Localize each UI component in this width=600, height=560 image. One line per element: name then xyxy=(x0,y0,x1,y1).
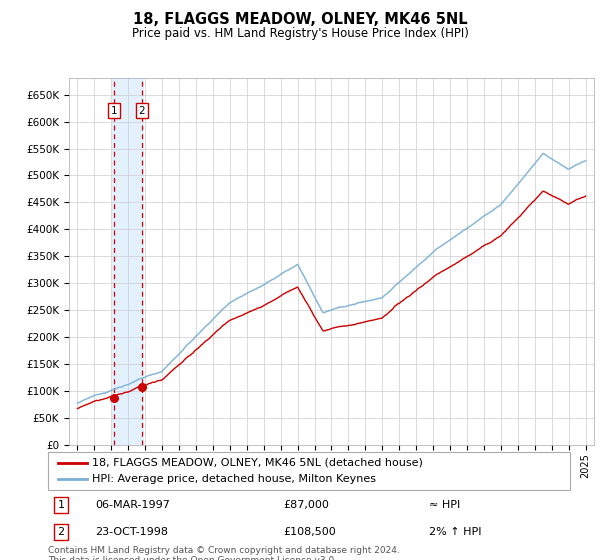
Text: 06-MAR-1997: 06-MAR-1997 xyxy=(95,500,170,510)
Text: 18, FLAGGS MEADOW, OLNEY, MK46 5NL: 18, FLAGGS MEADOW, OLNEY, MK46 5NL xyxy=(133,12,467,27)
Text: Contains HM Land Registry data © Crown copyright and database right 2024.
This d: Contains HM Land Registry data © Crown c… xyxy=(48,546,400,560)
Text: 18, FLAGGS MEADOW, OLNEY, MK46 5NL (detached house): 18, FLAGGS MEADOW, OLNEY, MK46 5NL (deta… xyxy=(92,458,423,468)
Text: 23-OCT-1998: 23-OCT-1998 xyxy=(95,527,168,536)
Text: Price paid vs. HM Land Registry's House Price Index (HPI): Price paid vs. HM Land Registry's House … xyxy=(131,27,469,40)
Text: 2% ↑ HPI: 2% ↑ HPI xyxy=(429,527,482,536)
Text: £108,500: £108,500 xyxy=(283,527,335,536)
Text: HPI: Average price, detached house, Milton Keynes: HPI: Average price, detached house, Milt… xyxy=(92,474,376,484)
FancyBboxPatch shape xyxy=(48,452,570,490)
Text: 2: 2 xyxy=(139,106,145,116)
Text: 1: 1 xyxy=(58,500,65,510)
Text: ≈ HPI: ≈ HPI xyxy=(429,500,460,510)
Text: £87,000: £87,000 xyxy=(283,500,329,510)
Text: 2: 2 xyxy=(58,527,65,536)
Bar xyxy=(112,78,144,445)
Text: 1: 1 xyxy=(111,106,118,116)
